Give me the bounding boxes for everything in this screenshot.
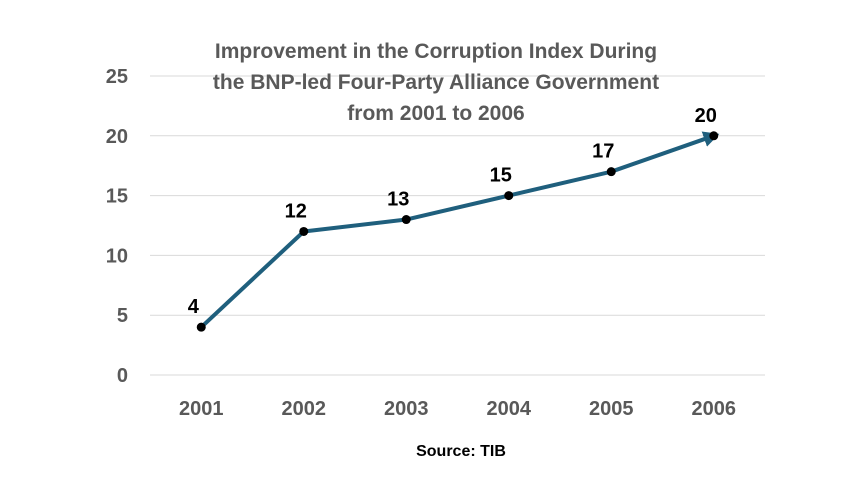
data-labels: 4 12 13 15 17 20 [188, 105, 717, 318]
data-label-2003: 13 [387, 189, 409, 211]
series-line [199, 131, 720, 330]
data-points [196, 131, 719, 332]
data-label-2001: 4 [188, 296, 200, 318]
data-point-2003 [401, 215, 411, 225]
x-tick-label-2006: 2006 [692, 398, 737, 420]
y-tick-label-20: 20 [106, 126, 128, 148]
data-point-2005 [606, 167, 616, 177]
y-tick-label-5: 5 [117, 305, 128, 327]
y-tick-label-15: 15 [106, 186, 128, 208]
data-label-2006: 20 [695, 105, 717, 127]
data-point-2001 [196, 322, 206, 332]
data-point-2004 [504, 191, 514, 201]
gridlines [150, 75, 765, 376]
y-tick-label-25: 25 [106, 66, 128, 88]
y-tick-label-0: 0 [117, 365, 128, 387]
chart-title-line-3: from 2001 to 2006 [347, 102, 524, 125]
data-point-2002 [299, 226, 309, 236]
y-tick-label-10: 10 [106, 245, 128, 267]
x-axis-ticks: 2001 2002 2003 2004 2005 2006 [179, 398, 736, 420]
chart-title-line-1: Improvement in the Corruption Index Duri… [215, 40, 657, 63]
y-axis-ticks: 0 5 10 15 20 25 [106, 66, 128, 387]
chart-title-line-2: the BNP-led Four-Party Alliance Governme… [213, 71, 659, 94]
x-tick-label-2005: 2005 [589, 398, 634, 420]
x-tick-label-2001: 2001 [179, 398, 224, 420]
x-tick-label-2004: 2004 [487, 398, 532, 420]
x-tick-label-2002: 2002 [282, 398, 327, 420]
data-label-2004: 15 [490, 165, 512, 187]
x-tick-label-2003: 2003 [384, 398, 429, 420]
data-label-2002: 12 [285, 200, 307, 222]
data-label-2005: 17 [592, 141, 614, 163]
chart-title: Improvement in the Corruption Index Duri… [213, 40, 659, 125]
data-point-2006 [709, 131, 719, 141]
series-polyline [199, 131, 720, 330]
chart-source: Source: TIB [416, 443, 506, 460]
